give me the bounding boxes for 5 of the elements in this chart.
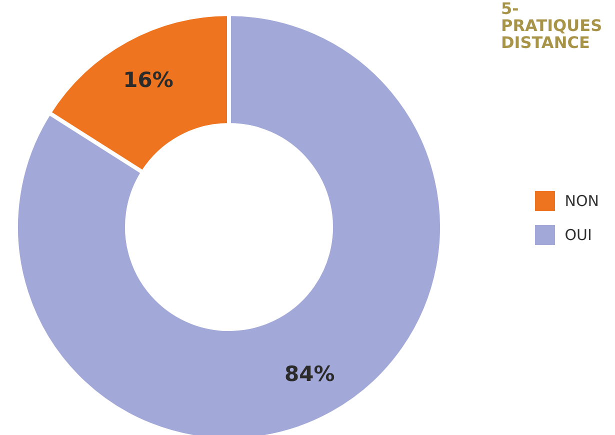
data-label: 16% [123,68,174,92]
chart-title: 5- PRATIQUES DISTANCE [501,0,604,52]
legend-label: OUI [564,226,592,244]
data-label: 84% [284,362,335,386]
legend-label: NON [564,192,599,210]
